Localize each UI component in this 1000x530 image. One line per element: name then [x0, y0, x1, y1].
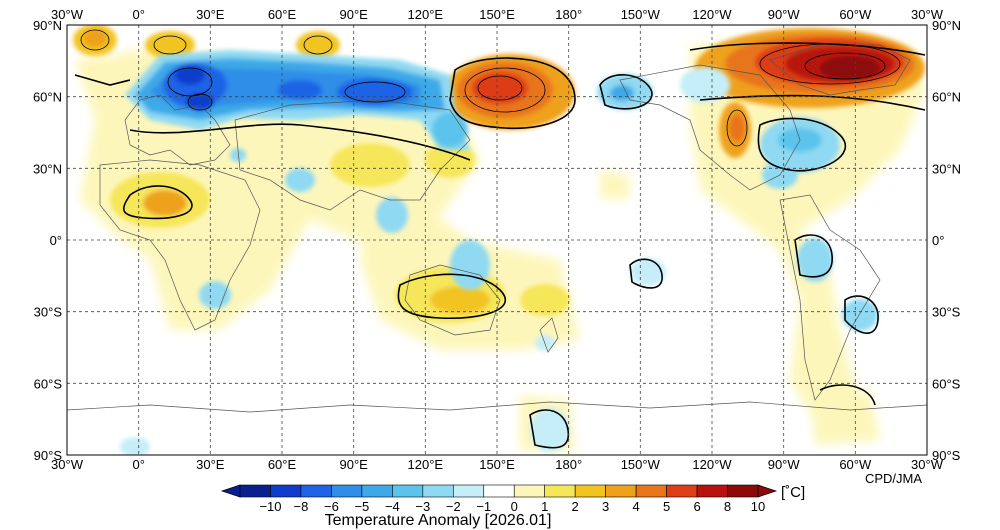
lon-label-bottom: 120°E [408, 457, 444, 472]
anomaly-shading [73, 25, 925, 455]
colorbar-cell [605, 484, 637, 498]
map-frame [66, 24, 928, 456]
lon-label-top: 90°E [340, 7, 369, 22]
colorbar-labels: −10 −8 −6 −5 −4 −3 −2 −1 0 1 2 3 4 5 6 8 10 [259, 499, 765, 514]
lon-label-bottom: 30°W [911, 457, 944, 472]
lon-label-top: 150°E [479, 7, 515, 22]
lat-label-right: 60°N [932, 90, 961, 105]
colorbar-cells [220, 484, 778, 498]
colorbar: −10 −8 −6 −5 −4 −3 −2 −1 0 1 2 3 4 5 6 8 10 [˚C] Tempera… [220, 484, 805, 529]
lon-label-bottom: 150°E [479, 457, 515, 472]
colorbar-cell [727, 484, 759, 498]
canada-greenland-warm-area [695, 28, 925, 108]
lat-label-left: 60°S [34, 376, 63, 391]
lat-label-right: 30°S [932, 305, 961, 320]
colorbar-tick-label: −3 [415, 499, 430, 514]
lon-label-top: 180° [555, 7, 582, 22]
colorbar-cell [574, 484, 606, 498]
graticule [67, 25, 927, 455]
lon-label-top: 60°W [839, 7, 872, 22]
lon-label-bottom: 0° [132, 457, 144, 472]
lon-label-top: 0° [132, 7, 144, 22]
lon-label-bottom: 180° [555, 457, 582, 472]
lon-label-bottom: 60°E [268, 457, 297, 472]
colorbar-arrow-high [757, 484, 778, 498]
colorbar-cell [270, 484, 302, 498]
lon-label-top: 30°E [196, 7, 225, 22]
colorbar-tick-label: 8 [724, 499, 731, 514]
lat-label-left: 90°S [34, 448, 63, 463]
lat-label-right: 0° [932, 233, 944, 248]
colorbar-tick-label: −10 [259, 499, 281, 514]
lat-label-left: 30°N [33, 161, 62, 176]
lon-label-top: 120°W [692, 7, 732, 22]
colorbar-cell [513, 484, 546, 498]
colorbar-cell [452, 484, 485, 498]
plot-area [66, 24, 928, 456]
colorbar-tick-label: 5 [663, 499, 670, 514]
lat-label-left: 90°N [33, 18, 62, 33]
lat-label-right: 90°S [932, 448, 961, 463]
colorbar-tick-label: 4 [633, 499, 640, 514]
colorbar-cell [544, 484, 576, 498]
lon-label-top: 30°W [911, 7, 944, 22]
contour-lines [74, 42, 926, 449]
eurasia-cold-area [125, 50, 470, 150]
lon-label-top: 150°W [621, 7, 661, 22]
colorbar-cell [331, 484, 363, 498]
top-lon-labels: 30°W 0° 30°E 60°E 90°E 120°E 150°E 180° … [51, 7, 944, 22]
colorbar-tick-label: 6 [693, 499, 700, 514]
colorbar-cell [696, 484, 728, 498]
colorbar-cell [239, 484, 271, 498]
lon-label-top: 120°E [408, 7, 444, 22]
lat-label-left: 0° [50, 233, 62, 248]
yakutia-warm-area [445, 54, 575, 130]
lon-label-bottom: 30°W [51, 457, 84, 472]
colorbar-tick-label: 1 [541, 499, 548, 514]
colorbar-tick-label: 3 [602, 499, 609, 514]
colorbar-cell [483, 484, 515, 498]
colorbar-tick-label: −4 [385, 499, 400, 514]
lon-label-top: 60°E [268, 7, 297, 22]
colorbar-cell [300, 484, 332, 498]
colorbar-tick-label: −2 [446, 499, 461, 514]
colorbar-tick-label: −6 [324, 499, 339, 514]
bottom-lon-labels: 30°W 0° 30°E 60°E 90°E 120°E 150°E 180° … [51, 457, 944, 472]
lat-label-right: 90°N [932, 18, 961, 33]
lon-label-top: 90°W [768, 7, 801, 22]
lon-label-bottom: 120°W [692, 457, 732, 472]
colorbar-cell [635, 484, 667, 498]
right-lat-labels: 90°N 60°N 30°N 0° 30°S 60°S 90°S [932, 18, 961, 463]
colorbar-tick-label: 2 [572, 499, 579, 514]
lon-label-bottom: 90°W [768, 457, 801, 472]
left-lat-labels: 90°N 60°N 30°N 0° 30°S 60°S 90°S [33, 18, 62, 463]
lon-label-bottom: 30°E [196, 457, 225, 472]
credit-label: CPD/JMA [865, 471, 922, 486]
inner-contours [80, 29, 901, 147]
lat-label-right: 30°N [932, 161, 961, 176]
colorbar-cell [392, 484, 424, 498]
lon-label-bottom: 90°E [340, 457, 369, 472]
colorbar-tick-label: −1 [476, 499, 491, 514]
colorbar-unit: [˚C] [781, 484, 805, 501]
colorbar-cell [666, 484, 698, 498]
lon-label-bottom: 150°W [621, 457, 661, 472]
colorbar-tick-label: −5 [354, 499, 369, 514]
colorbar-tick-label: 10 [751, 499, 765, 514]
lat-label-left: 30°S [34, 305, 63, 320]
chart-title: Temperature Anomaly [2026.01] [325, 512, 552, 529]
colorbar-arrow-low [220, 484, 241, 498]
lat-label-left: 60°N [33, 90, 62, 105]
lon-label-bottom: 60°W [839, 457, 872, 472]
colorbar-tick-label: 0 [511, 499, 518, 514]
lon-label-top: 30°W [51, 7, 84, 22]
lat-label-right: 60°S [932, 376, 961, 391]
colorbar-tick-label: −8 [294, 499, 309, 514]
colorbar-cell [422, 484, 454, 498]
coastlines [67, 44, 927, 413]
colorbar-cell [361, 484, 393, 498]
